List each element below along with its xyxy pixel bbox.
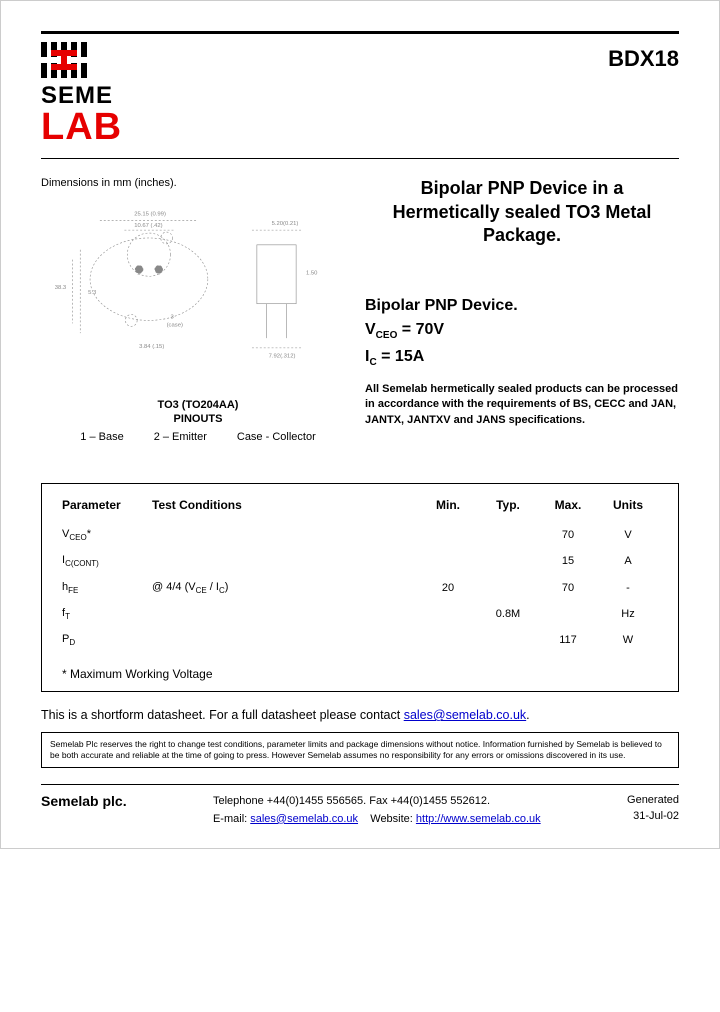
- main-title: Bipolar PNP Device in a Hermetically sea…: [365, 177, 679, 247]
- svg-text:5.3: 5.3: [88, 290, 97, 296]
- shortform-note: This is a shortform datasheet. For a ful…: [41, 708, 679, 722]
- svg-text:5.20(0.21): 5.20(0.21): [272, 221, 299, 227]
- svg-text:3: 3: [171, 315, 175, 321]
- pinouts-block: TO3 (TO204AA) PINOUTS 1 – Base 2 – Emitt…: [41, 399, 355, 443]
- svg-text:25.15 (0.99): 25.15 (0.99): [134, 212, 166, 218]
- pinouts-header: PINOUTS: [41, 413, 355, 425]
- footer-company: Semelab plc.: [41, 793, 127, 828]
- parameters-table: Parameter Test Conditions Min. Typ. Max.…: [41, 483, 679, 692]
- table-row: VCEO*70V: [62, 522, 658, 548]
- device-line: Bipolar PNP Device.: [365, 297, 679, 315]
- table-row: PD117W: [62, 627, 658, 653]
- logo: SEME LAB: [41, 42, 122, 144]
- top-rule: [41, 31, 679, 34]
- footer-contact: Telephone +44(0)1455 556565. Fax +44(0)1…: [213, 793, 541, 828]
- spec-block: Bipolar PNP Device. VCEO = 70V IC = 15A: [365, 297, 679, 367]
- svg-text:3.84 (.15): 3.84 (.15): [139, 344, 164, 350]
- th-max: Max.: [538, 498, 598, 522]
- table-footnote: * Maximum Working Voltage: [62, 667, 658, 681]
- svg-text:1.50: 1.50: [306, 270, 318, 276]
- th-parameter: Parameter: [62, 498, 152, 522]
- pinouts-package: TO3 (TO204AA): [41, 399, 355, 411]
- header-divider: [41, 158, 679, 159]
- footer-website-link[interactable]: http://www.semelab.co.uk: [416, 813, 541, 825]
- package-diagram: 25.15 (0.99) 10.67 (.42) 38.3 5.3 1 2 3 …: [41, 199, 355, 379]
- table-row: fT0.8MHz: [62, 601, 658, 627]
- spec-ic: IC = 15A: [365, 348, 679, 368]
- header: SEME LAB BDX18: [41, 42, 679, 144]
- shortform-email-link[interactable]: sales@semelab.co.uk: [404, 708, 526, 722]
- footer: Semelab plc. Telephone +44(0)1455 556565…: [41, 793, 679, 828]
- logo-text-lab: LAB: [41, 110, 122, 144]
- part-number: BDX18: [608, 46, 679, 72]
- th-conditions: Test Conditions: [152, 498, 418, 522]
- dimensions-label: Dimensions in mm (inches).: [41, 177, 355, 189]
- footer-email-link[interactable]: sales@semelab.co.uk: [250, 813, 358, 825]
- th-units: Units: [598, 498, 658, 522]
- th-typ: Typ.: [478, 498, 538, 522]
- logo-stripes-icon: [41, 42, 122, 78]
- svg-text:7.92(.312): 7.92(.312): [269, 354, 296, 360]
- svg-text:(case): (case): [167, 322, 183, 328]
- table-row: hFE@ 4/4 (VCE / IC)2070-: [62, 575, 658, 601]
- spec-note: All Semelab hermetically sealed products…: [365, 382, 679, 428]
- pinout-item: 2 – Emitter: [154, 431, 207, 443]
- th-min: Min.: [418, 498, 478, 522]
- spec-vceo: VCEO = 70V: [365, 321, 679, 341]
- pinout-item: Case - Collector: [237, 431, 316, 443]
- svg-text:10.67 (.42): 10.67 (.42): [134, 223, 162, 229]
- svg-text:38.3: 38.3: [55, 285, 67, 291]
- bottom-rule: [41, 784, 679, 785]
- table-row: IC(CONT)15A: [62, 548, 658, 574]
- svg-text:1: 1: [137, 270, 140, 276]
- footer-generated: Generated 31-Jul-02: [627, 793, 679, 828]
- pinout-item: 1 – Base: [80, 431, 123, 443]
- svg-text:2: 2: [157, 270, 160, 276]
- legal-disclaimer: Semelab Plc reserves the right to change…: [41, 732, 679, 768]
